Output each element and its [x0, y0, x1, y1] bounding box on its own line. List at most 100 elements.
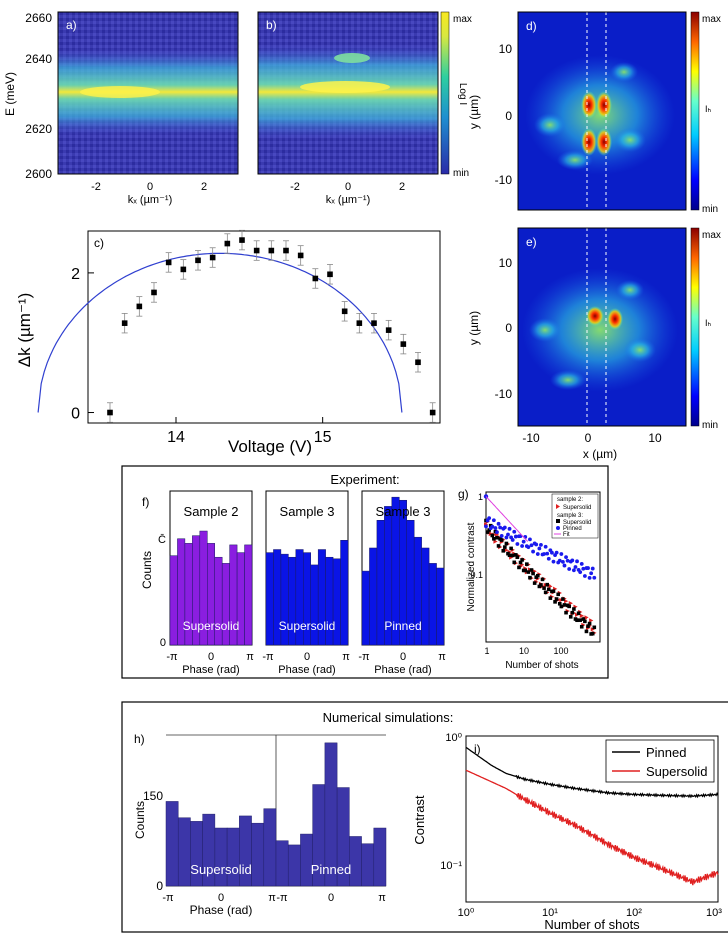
data-point [572, 607, 576, 611]
panel-d-hotspot [581, 128, 597, 156]
panel-f-ylabel: Counts [140, 551, 154, 589]
panel-c-axes: 14 15 0 2 [71, 266, 332, 446]
data-point [545, 582, 550, 587]
data-point [151, 289, 157, 296]
data-point [492, 536, 496, 541]
x-tick-label: 14 [167, 429, 185, 446]
panel-e-hotspot [586, 306, 604, 326]
legend-entry-pinned: Pinned [646, 745, 686, 760]
data-point [586, 566, 590, 570]
data-point [496, 521, 501, 526]
data-point [532, 581, 537, 585]
hist-h1-inner-label: Supersolid [190, 862, 251, 877]
data-point [584, 629, 589, 634]
data-point [546, 556, 551, 561]
hist-bar [177, 817, 191, 887]
data-point [559, 604, 564, 609]
data-point [587, 621, 592, 626]
experiment-frame [121, 465, 609, 679]
data-point [540, 577, 545, 582]
data-point [546, 587, 551, 592]
panel-d-frame [517, 11, 687, 211]
x-tick-label: 15 [314, 429, 332, 446]
panel-e-colorbar-min: min [702, 420, 718, 431]
panel-a-ytick: 2600 [25, 167, 52, 181]
data-point [503, 545, 507, 549]
data-point [165, 259, 172, 266]
data-point [562, 603, 567, 607]
data-point [568, 601, 573, 606]
panel-g-xtick: 100 [553, 646, 568, 656]
hist-bar [244, 544, 253, 646]
data-point [371, 320, 377, 326]
data-point [551, 559, 556, 564]
data-point [553, 600, 557, 604]
hist-bar [340, 540, 349, 646]
panel-i-ytick: 10⁰ [445, 732, 462, 744]
panel-h-ytick: 150 [143, 789, 163, 803]
data-point [570, 610, 575, 615]
data-point [535, 573, 540, 578]
panel-i-label: i) [474, 742, 481, 756]
hist-bar [421, 547, 430, 646]
data-point [523, 568, 528, 573]
data-point [504, 535, 509, 540]
panel-i-legend-box [605, 739, 715, 783]
panel-h-ytick: 0 [156, 879, 163, 893]
data-point [539, 583, 543, 587]
hist-bar [265, 552, 274, 646]
hist-f1-inner-label: Supersolid [183, 619, 240, 633]
panel-a-peak [80, 86, 160, 98]
hist-bar [361, 843, 375, 887]
hist-f1-xtick: 0 [208, 651, 214, 663]
data-point [542, 586, 546, 590]
data-point [224, 240, 231, 247]
hist-h2-inner-label: Pinned [311, 862, 351, 877]
hist-h1-bars [165, 801, 277, 887]
panel-d: d) max min Iₕ 10 0 -10 y (µm) [467, 11, 721, 215]
panel-b-frame [257, 11, 439, 175]
data-point [529, 568, 534, 572]
panel-g-legend: sample 2: Supersolid sample 3: Supersoli… [551, 493, 599, 539]
data-point [487, 528, 491, 532]
panel-b: b) max min Log I -2 0 2 kₓ (µm⁻¹) [257, 11, 472, 206]
data-point [490, 524, 495, 529]
legend-group-sample2: sample 2: [557, 497, 583, 503]
panel-i-xtick: 10² [626, 907, 642, 919]
data-point [528, 575, 532, 580]
data-point [528, 537, 532, 542]
data-point [520, 558, 524, 562]
panel-h-ylabel: Counts [133, 801, 147, 839]
data-point [587, 575, 592, 580]
panel-i-legend: Pinned Supersolid [605, 739, 715, 783]
hist-f1-title: Sample 2 [184, 504, 239, 519]
data-point [561, 597, 565, 601]
panel-g-xlabel: Number of shots [505, 660, 578, 671]
data-point [195, 257, 201, 264]
hist-bar [226, 827, 240, 887]
hist-f2: Sample 3 Supersolid -π 0 π Phase (rad) [262, 490, 350, 676]
panel-b-colorbar-max: max [453, 14, 472, 25]
panel-c: c) 14 15 0 2 Δk (µm⁻¹) Voltage (V) [15, 229, 441, 456]
data-point [341, 308, 348, 315]
data-point [590, 631, 595, 636]
data-point [537, 546, 542, 551]
hist-bar [165, 801, 179, 887]
panel-d-colorbar-max: max [702, 14, 721, 25]
panel-g: g) Normalized contrast 1 0.1 1 10 100 Nu… [458, 487, 601, 671]
data-point [327, 271, 333, 278]
data-point [542, 552, 546, 556]
panel-c-ylabel: Δk (µm⁻¹) [15, 293, 34, 368]
data-point [589, 571, 594, 576]
fit-curve [37, 252, 403, 413]
panel-a-xtick: 2 [201, 181, 207, 193]
data-point [570, 558, 575, 563]
legend-marker-circle [556, 526, 560, 530]
data-point [582, 574, 587, 578]
panel-e-blob [616, 280, 644, 300]
panel-i-xtick: 10³ [706, 907, 722, 919]
panel-g-marks [483, 494, 597, 636]
data-point [578, 618, 582, 622]
data-point [576, 611, 581, 616]
hist-f2-title: Sample 3 [280, 504, 335, 519]
